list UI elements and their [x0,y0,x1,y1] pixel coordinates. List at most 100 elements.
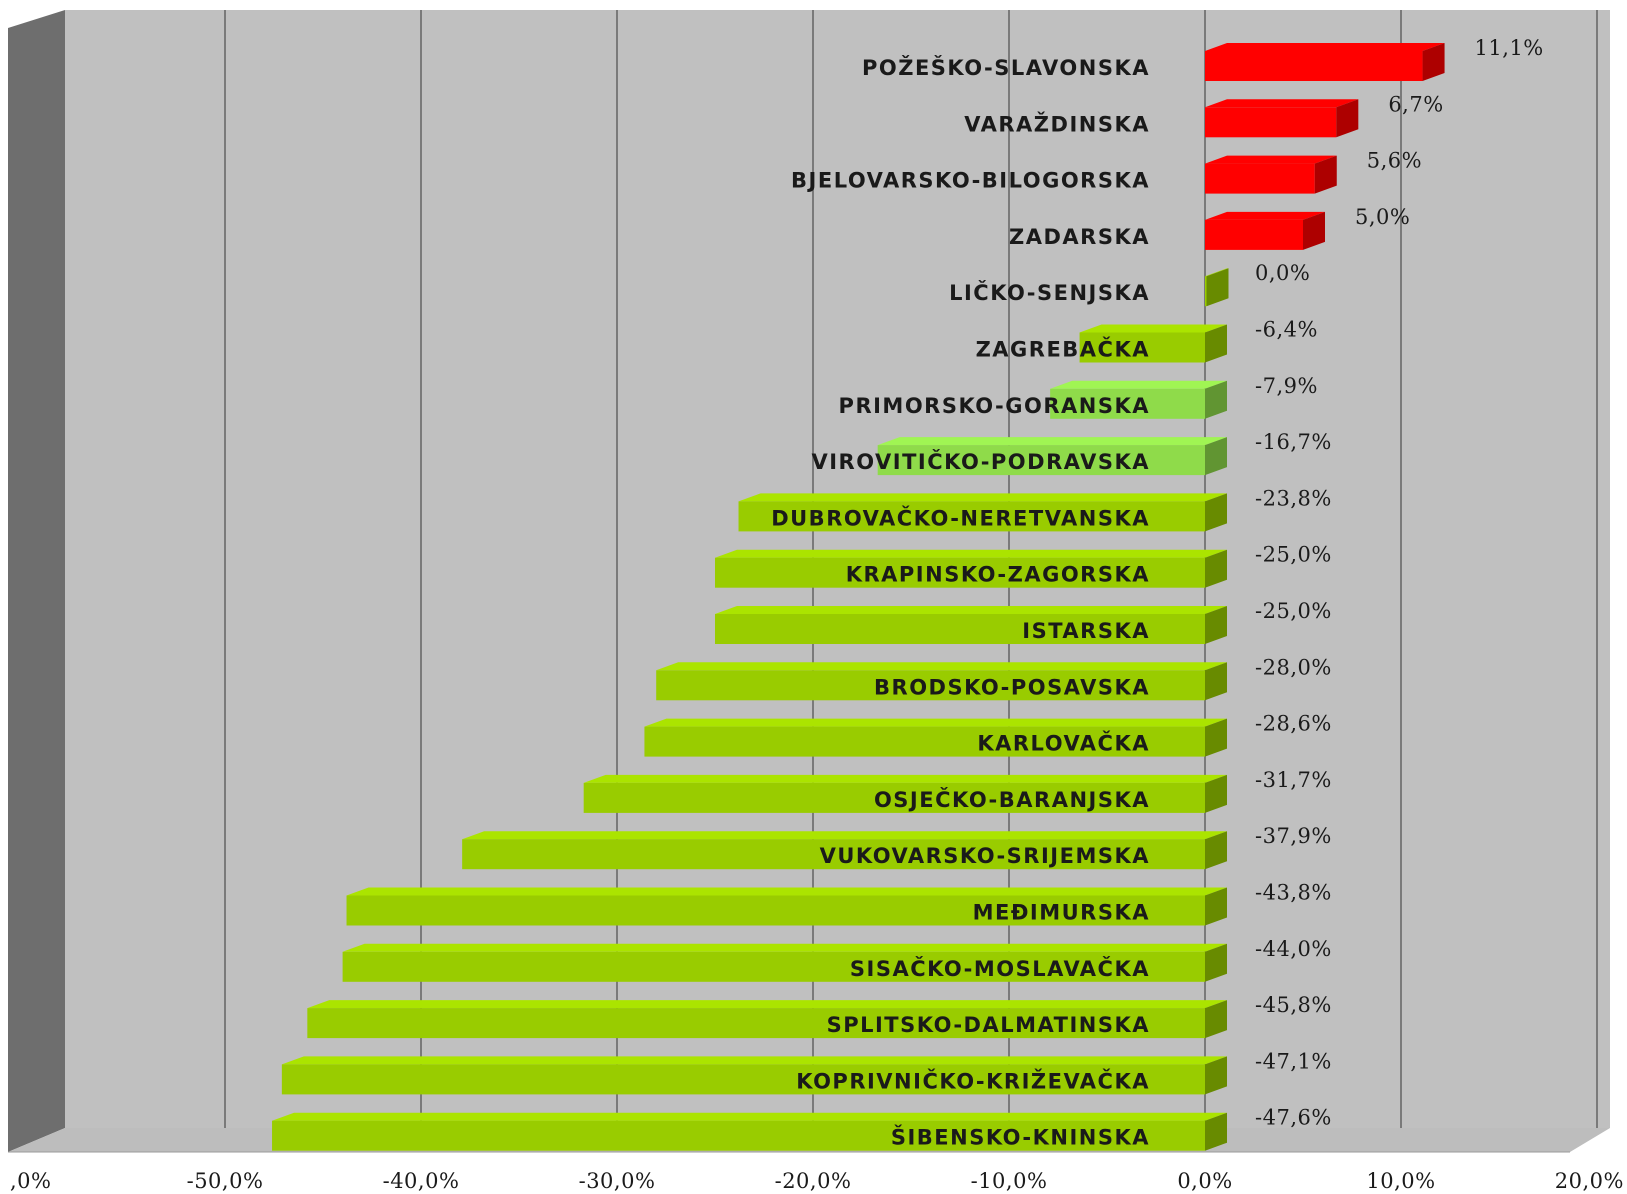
bar-side [1205,1056,1227,1095]
bar-top [1205,43,1445,51]
bar-front [272,1120,1205,1151]
bar [1050,380,1227,419]
bar-side [1422,43,1445,81]
bar [1205,155,1337,194]
category-label: OSJEČKO-BARANJSKA [874,787,1150,812]
category-label: ŠIBENSKO-KNINSKA [891,1125,1150,1150]
bar [346,887,1227,926]
bar-top [738,493,1227,502]
x-tick-label: ,0% [10,1169,52,1193]
data-label: -43,8% [1255,881,1332,905]
bar-side [1205,662,1227,701]
x-axis-tick-labels: ,0% -50,0% -40,0% -30,0% -20,0% -10,0% 0,0% 10,… [10,1169,1624,1193]
data-label: -45,8% [1255,993,1332,1017]
bar-top [1205,211,1325,220]
category-label: VIROVITIČKO-PODRAVSKA [811,449,1150,474]
bar [715,606,1227,644]
bar-front [1205,51,1423,81]
bar-front [583,782,1205,813]
bar-top [877,437,1227,446]
data-label: -16,7% [1255,430,1332,454]
bar-front [281,1064,1206,1095]
bar-front [346,895,1205,926]
data-label: 6,7% [1388,92,1443,116]
x-tick-label: -10,0% [971,1169,1048,1193]
category-label: BJELOVARSKO-BILOGORSKA [791,169,1150,193]
bar-top [1205,268,1229,277]
category-label: VUKOVARSKO-SRIJEMSKA [820,844,1150,868]
bar-front [307,1008,1205,1039]
data-label: 0,0% [1255,261,1310,285]
bar-front [1205,107,1337,138]
data-label: -28,0% [1255,655,1332,679]
data-label: -28,6% [1255,712,1332,736]
category-label: BRODSKO-POSAVSKA [874,675,1150,699]
data-label: 5,6% [1367,149,1422,173]
bar [656,662,1227,701]
category-labels: POŽEŠKO-SLAVONSKA VARAŽDINSKA BJELOVARSKO-… [771,55,1150,1150]
bar-side [1206,268,1229,307]
bar-front [644,726,1205,757]
bar [1205,268,1229,307]
bar-front [656,670,1205,701]
bar-side [1205,1112,1227,1151]
bar [462,831,1227,870]
category-label: POŽEŠKO-SLAVONSKA [862,55,1150,80]
bar-front [1205,219,1303,250]
category-label: SISAČKO-MOSLAVAČKA [850,956,1150,981]
data-label: -37,9% [1255,824,1332,848]
bar-top [715,606,1227,614]
bar-side [1205,549,1227,588]
category-label: KOPRIVNIČKO-KRIŽEVAČKA [796,1068,1150,1093]
data-label: -25,0% [1255,543,1332,567]
bar-front [1050,388,1205,419]
data-label: -7,9% [1255,374,1318,398]
bar-front [715,557,1205,588]
bar-top [644,718,1227,727]
data-label: -47,1% [1255,1049,1332,1073]
bar-front [877,445,1205,476]
bar-front [1205,163,1315,194]
category-label: SPLITSKO-DALMATINSKA [827,1013,1150,1037]
bar-top [1050,380,1227,389]
bar-front [342,951,1206,982]
bar-side [1205,943,1227,982]
x-tick-label: -20,0% [775,1169,852,1193]
data-label: -25,0% [1255,599,1332,623]
bar [272,1112,1227,1151]
bar [307,1000,1227,1039]
category-label: LIČKO-SENJSKA [949,280,1150,305]
data-label: -31,7% [1255,768,1332,792]
side-wall [8,10,65,1152]
bar [1205,43,1445,81]
bar-front [462,839,1205,870]
category-label: MEĐIMURSKA [973,901,1150,925]
bar-side [1314,155,1337,194]
data-label: -47,6% [1255,1106,1332,1130]
bars [272,43,1445,1151]
bar [281,1056,1228,1095]
bar [1079,324,1227,363]
category-label: KRAPINSKO-ZAGORSKA [846,563,1150,587]
value-labels: 11,1% 6,7% 5,6% 5,0% 0,0% -6,4% -7,9% -16,7% -23… [1255,36,1544,1130]
bar-side [1205,774,1227,813]
x-tick-label: 0,0% [1177,1169,1232,1193]
bar-top [281,1056,1228,1065]
category-label: DUBROVAČKO-NERETVANSKA [771,505,1150,530]
bar [1205,99,1359,138]
data-label: -44,0% [1255,937,1332,961]
bar-top [715,549,1227,558]
data-label: 5,0% [1355,205,1410,229]
bar-top [342,943,1228,952]
x-tick-label: -30,0% [579,1169,656,1193]
bar [342,943,1228,982]
category-label: PRIMORSKO-GORANSKA [839,394,1150,418]
x-tick-label: 20,0% [1555,1169,1624,1193]
x-tick-label: -50,0% [187,1169,264,1193]
bar-top [307,1000,1227,1009]
x-tick-label: 10,0% [1366,1169,1435,1193]
bar-side [1303,211,1325,250]
data-label: 11,1% [1475,36,1544,60]
x-tick-label: -40,0% [383,1169,460,1193]
